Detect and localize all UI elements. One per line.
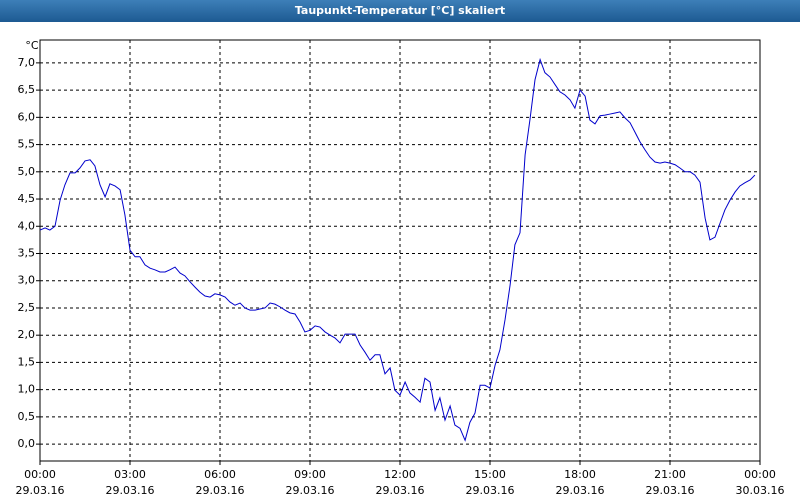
x-tick-label: 12:00 [384, 468, 416, 481]
y-tick-label: 4,0 [18, 219, 36, 232]
x-tick-date: 29.03.16 [556, 484, 605, 497]
y-tick-label: 1,5 [18, 355, 36, 368]
data-line [39, 57, 756, 442]
x-tick-label: 00:00 [744, 468, 776, 481]
y-tick-label: 4,5 [18, 192, 36, 205]
y-tick-label: 2,0 [18, 328, 36, 341]
x-tick-label: 03:00 [114, 468, 146, 481]
y-tick-label: 2,5 [18, 301, 36, 314]
x-tick-date: 29.03.16 [466, 484, 515, 497]
y-tick-label: 6,5 [18, 83, 36, 96]
x-tick-label: 06:00 [204, 468, 236, 481]
x-tick-date: 30.03.16 [736, 484, 785, 497]
x-tick-date: 29.03.16 [106, 484, 155, 497]
x-tick-label: 09:00 [294, 468, 326, 481]
y-tick-label: 1,0 [18, 383, 36, 396]
y-tick-label: 0,5 [18, 410, 36, 423]
y-tick-label: 5,0 [18, 165, 36, 178]
plot-frame [39, 39, 761, 462]
x-tick-date: 29.03.16 [286, 484, 335, 497]
y-tick-label: 3,0 [18, 274, 36, 287]
x-tick-date: 29.03.16 [646, 484, 695, 497]
x-tick-label: 00:00 [24, 468, 56, 481]
x-tick-date: 29.03.16 [16, 484, 65, 497]
y-tick-label: 3,5 [18, 246, 36, 259]
y-tick-label: 7,0 [18, 56, 36, 69]
x-tick-label: 15:00 [474, 468, 506, 481]
chart-title: Taupunkt-Temperatur [°C] skaliert [295, 4, 505, 17]
y-axis-unit: °C [25, 39, 39, 52]
y-tick-label: 6,0 [18, 110, 36, 123]
x-tick-date: 29.03.16 [376, 484, 425, 497]
y-tick-label: 0,0 [18, 437, 36, 450]
y-tick-label: 5,5 [18, 138, 36, 151]
title-bar [0, 0, 800, 22]
x-tick-date: 29.03.16 [196, 484, 245, 497]
x-tick-label: 18:00 [564, 468, 596, 481]
x-tick-label: 21:00 [654, 468, 686, 481]
